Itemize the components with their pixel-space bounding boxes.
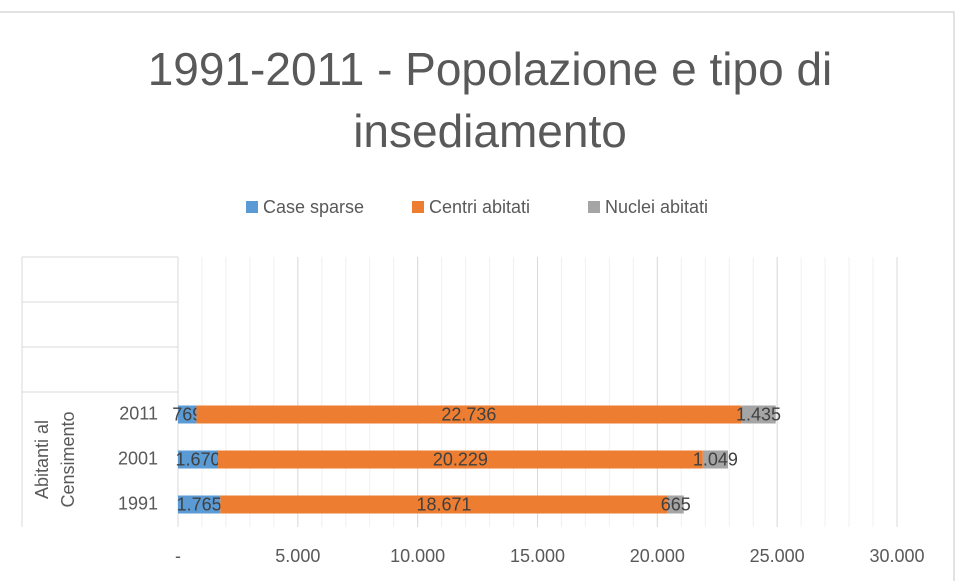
bar-segment: [178, 405, 197, 424]
legend-swatch: [246, 201, 258, 213]
x-tick-label: 25.000: [750, 546, 805, 566]
legend-label: Case sparse: [263, 197, 364, 217]
y-tick-label: 2011: [119, 403, 158, 423]
data-label: 1.670: [175, 449, 220, 469]
category-group-line: Abitanti al: [32, 420, 52, 499]
legend-label: Centri abitati: [429, 197, 530, 217]
data-label: 22.736: [441, 404, 496, 424]
y-tick-label: 2001: [118, 448, 158, 468]
chart-title: 1991-2011 - Popolazione e tipo di insedi…: [147, 43, 833, 157]
bar-segment: [702, 450, 728, 469]
data-label: 20.229: [433, 449, 488, 469]
bar-segment: [741, 405, 776, 424]
x-tick-label: -: [175, 546, 181, 566]
x-tick-label: 10.000: [390, 546, 445, 566]
bar-segment: [178, 450, 219, 469]
x-tick-label: 30.000: [869, 546, 924, 566]
x-tick-label: 15.000: [510, 546, 565, 566]
category-group-label: Abitanti al Censimento: [32, 411, 78, 507]
legend-swatch: [588, 201, 600, 213]
data-label: 665: [661, 494, 691, 514]
y-tick-label: 1991: [118, 493, 158, 513]
data-label: 18.671: [417, 494, 472, 514]
x-tick-label: 5.000: [275, 546, 320, 566]
legend-label: Nuclei abitati: [605, 197, 708, 217]
data-label: 769: [172, 404, 202, 424]
data-label: 1.049: [693, 449, 738, 469]
legend-swatch: [412, 201, 424, 213]
x-tick-label: 20.000: [630, 546, 685, 566]
data-label: 1.765: [177, 494, 222, 514]
data-label: 1.435: [736, 404, 781, 424]
chart-border: [0, 11, 955, 581]
category-group-line: Censimento: [58, 411, 78, 507]
bar-segment: [220, 495, 668, 514]
bar-segment: [218, 450, 703, 469]
bar-segment: [178, 495, 221, 514]
bar-segment: [196, 405, 742, 424]
bar-segment: [667, 495, 684, 514]
